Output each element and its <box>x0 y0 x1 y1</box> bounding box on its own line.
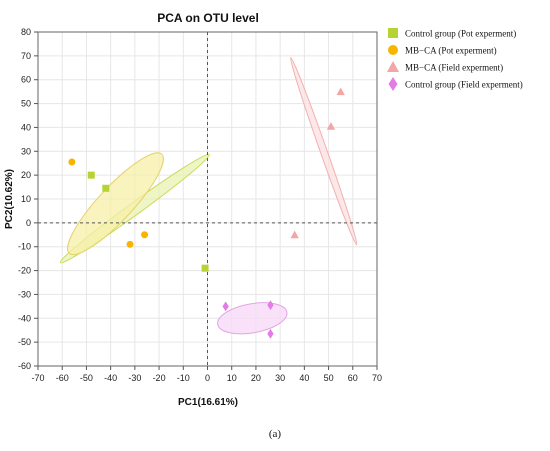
x-tick-label: -40 <box>104 373 117 383</box>
confidence-ellipse <box>67 152 164 256</box>
legend: Control group (Pot experment) MB−CA (Pot … <box>387 28 523 91</box>
zero-lines <box>38 32 377 366</box>
y-tick-label: -30 <box>18 289 31 299</box>
y-tick-label: 20 <box>21 170 31 180</box>
data-point-diamond <box>267 300 274 311</box>
y-tick-label: 50 <box>21 99 31 109</box>
x-tick-label: 20 <box>251 373 261 383</box>
x-tick-label: -20 <box>153 373 166 383</box>
confidence-ellipse <box>217 302 288 335</box>
x-tick-label: 30 <box>275 373 285 383</box>
axis-ticks: -70 -60 -50 -40 -30 -20 -10 0 10 20 30 40 50 60 708070… <box>18 27 382 383</box>
y-tick-label: 60 <box>21 75 31 85</box>
data-point-circle <box>126 240 134 248</box>
data-point-diamond <box>222 301 229 312</box>
x-tick-label: 50 <box>324 373 334 383</box>
x-tick-label: -70 <box>31 373 44 383</box>
data-point-diamond <box>267 328 274 339</box>
data-point-triangle <box>336 87 345 96</box>
data-point-square <box>201 264 209 272</box>
data-point-triangle <box>290 230 299 239</box>
y-tick-label: 40 <box>21 122 31 132</box>
x-axis-title: PC1(16.61%) <box>178 397 238 408</box>
data-point-square <box>102 184 110 192</box>
x-tick-label: -50 <box>80 373 93 383</box>
data-point-triangle <box>326 122 336 130</box>
legend-marker-square <box>388 28 398 38</box>
confidence-ellipse-group <box>290 57 358 246</box>
x-tick-label: 0 <box>205 373 210 383</box>
legend-marker-triangle <box>387 61 399 72</box>
y-axis-title: PC2(10.62%) <box>4 169 15 229</box>
confidence-ellipse-group <box>217 302 288 335</box>
y-tick-label: 30 <box>21 146 31 156</box>
legend-marker-diamond <box>388 77 398 91</box>
legend-label: Control group (Field experment) <box>405 80 523 90</box>
figure-caption: (a) <box>268 428 282 440</box>
y-tick-label: -60 <box>18 361 31 371</box>
x-tick-label: 10 <box>227 373 237 383</box>
legend-label: Control group (Pot experment) <box>405 29 516 39</box>
x-tick-label: 40 <box>299 373 309 383</box>
confidence-ellipses <box>59 57 358 335</box>
data-points <box>68 87 345 339</box>
legend-label: MB−CA (Field experment) <box>405 63 503 73</box>
data-point-circle <box>141 231 149 239</box>
y-tick-label: 80 <box>21 27 31 37</box>
y-tick-label: 10 <box>21 194 31 204</box>
legend-label: MB−CA (Pot experment) <box>405 46 497 56</box>
legend-marker-circle <box>388 45 398 55</box>
y-tick-label: 70 <box>21 51 31 61</box>
y-tick-label: -20 <box>18 266 31 276</box>
chart-title: PCA on OTU level <box>157 11 259 25</box>
x-tick-label: 60 <box>348 373 358 383</box>
data-point-square <box>87 171 95 179</box>
y-tick-label: 0 <box>26 218 31 228</box>
x-tick-label: -30 <box>128 373 141 383</box>
data-point-circle <box>68 158 76 166</box>
confidence-ellipse <box>290 57 358 246</box>
y-tick-label: -40 <box>18 313 31 323</box>
confidence-ellipse-group <box>67 152 164 256</box>
x-tick-label: -10 <box>177 373 190 383</box>
x-tick-label: -60 <box>56 373 69 383</box>
y-tick-label: -10 <box>18 242 31 252</box>
y-tick-label: -50 <box>18 337 31 347</box>
x-tick-label: 70 <box>372 373 382 383</box>
